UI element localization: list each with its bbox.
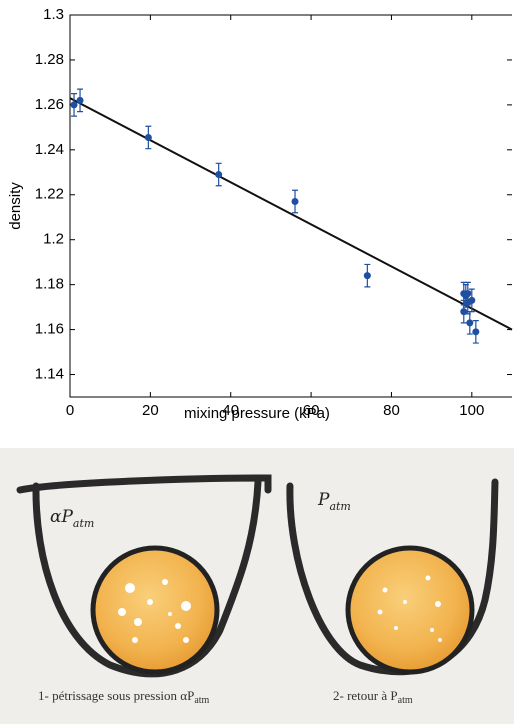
label-1: αPatm [50,507,94,530]
data-point [460,308,468,316]
x-tick-label: 20 [142,402,159,419]
label-1-sub: atm [73,517,94,530]
caption-1: 1- pétrissage sous pression αPatm [38,688,210,706]
dough-1 [90,545,220,675]
y-tick-label: 1.18 [35,276,64,293]
y-tick-label: 1.3 [43,6,64,23]
data-point [70,101,78,109]
y-tick-label: 1.22 [35,186,64,203]
data-point [363,272,371,280]
caption-2-main: 2- retour à P [333,688,398,703]
label-2-main: P [317,490,330,510]
x-tick-label: 80 [383,402,400,419]
x-axis-label: mixing pressure (kPa) [184,405,330,422]
y-axis-label: density [7,182,24,230]
y-tick-label: 1.16 [35,321,64,338]
caption-1-main: 1- pétrissage sous pression αP [38,688,194,703]
y-tick-label: 1.26 [35,96,64,113]
y-tick-label: 1.24 [35,141,64,158]
data-point [215,171,223,179]
data-point [464,290,472,298]
caption-2-sub: atm [398,695,413,706]
x-tick-label: 0 [66,402,74,419]
caption-1-sub: atm [194,695,209,706]
data-point [466,319,474,327]
illustration: αPatm Patm 1- pétrissage sous pression α… [0,448,514,724]
y-tick-label: 1.28 [35,51,64,68]
x-tick-label: 60 [303,402,320,419]
y-tick-label: 1.14 [35,365,64,382]
bubbles-1 [118,579,191,643]
data-point [76,96,84,104]
label-2-sub: atm [329,500,350,513]
data-point [468,296,476,304]
y-tick-label: 1.2 [43,231,64,248]
data-point [144,133,152,141]
x-tick-label: 40 [222,402,239,419]
dough-2 [345,545,475,675]
data-point [472,328,480,336]
chart: mixing pressure (kPa) density 1.14 1.16 1.… [7,6,513,422]
data-point [291,198,299,206]
axes-frame [69,14,512,398]
label-2: Patm [317,490,351,513]
x-tick-label: 100 [459,402,484,419]
fit-line [69,97,513,331]
caption-2: 2- retour à Patm [333,688,413,706]
bubbles-2 [377,575,442,642]
label-1-main: αP [50,507,73,527]
